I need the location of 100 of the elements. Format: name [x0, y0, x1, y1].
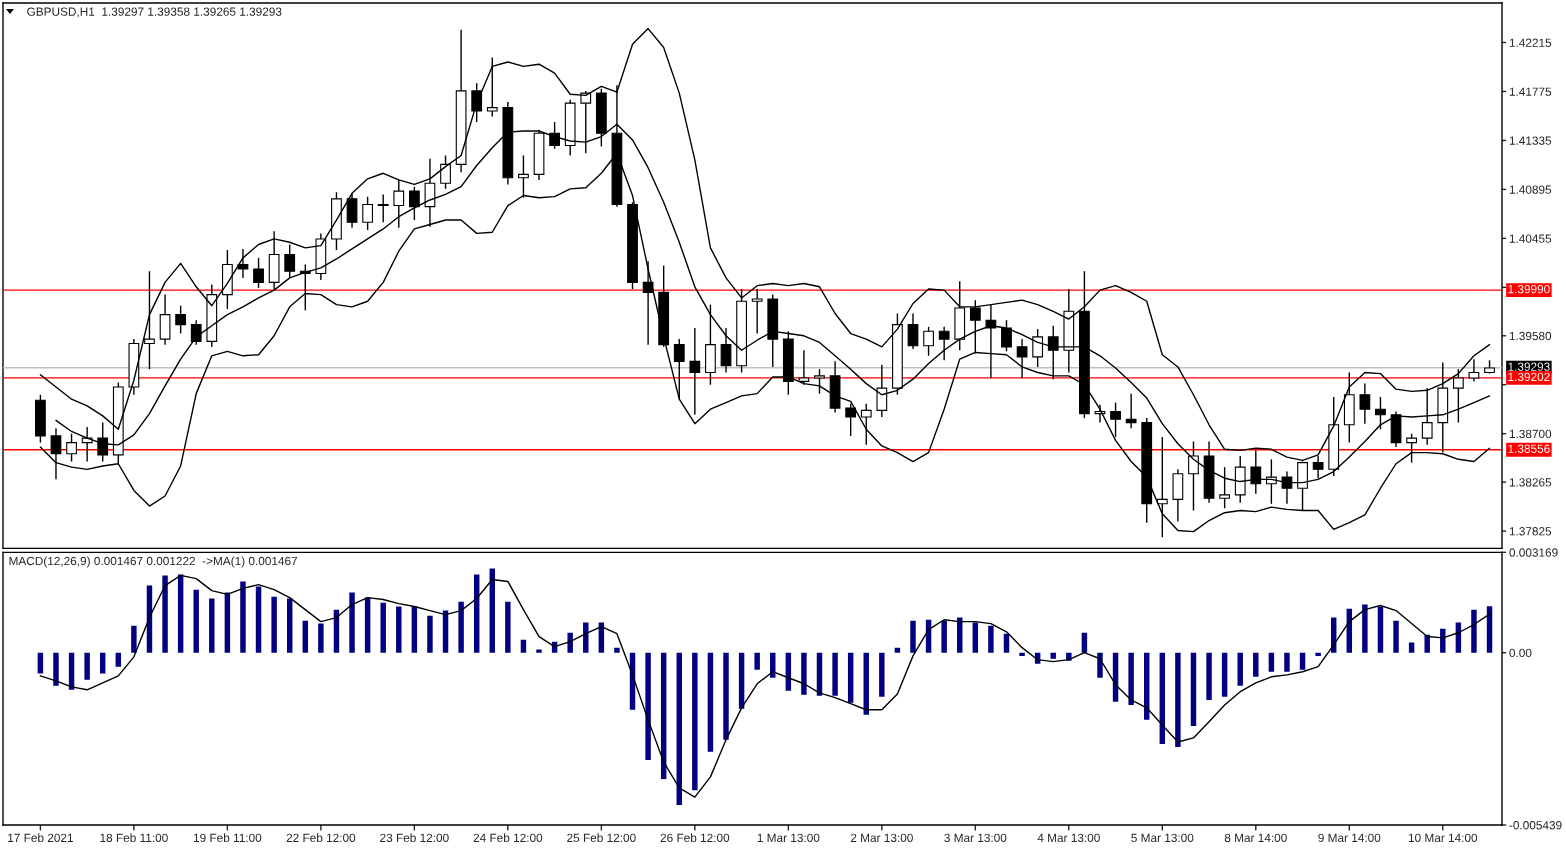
bar — [707, 652, 714, 752]
bar — [1315, 652, 1321, 656]
candlestick — [424, 158, 436, 228]
ref-line-label: 1.39202 — [1508, 372, 1550, 381]
bar — [801, 652, 807, 695]
x-tick-label: 19 Feb 11:00 — [193, 833, 262, 842]
candlestick — [751, 288, 763, 335]
candlestick — [50, 427, 62, 481]
bar — [847, 652, 854, 703]
y-tick-label: 1.40455 — [1509, 234, 1552, 243]
ref-line-label: 1.39990 — [1508, 284, 1550, 294]
candlestick — [1016, 338, 1028, 379]
candlestick — [408, 185, 420, 221]
bar — [1424, 634, 1430, 653]
bar — [614, 647, 620, 653]
bar — [972, 622, 979, 653]
chart-title: MACD(12,26,9) 0.001467 0.001222 ->MA(1) 0.001467 — [9, 556, 298, 568]
bar — [1190, 652, 1197, 726]
y-tick-label: 1.42215 — [1509, 38, 1552, 47]
candlestick — [673, 338, 685, 400]
bar — [832, 652, 838, 696]
candlestick — [346, 192, 358, 229]
candlestick — [969, 299, 981, 355]
bar — [1440, 628, 1446, 653]
bar — [505, 601, 511, 653]
bar — [240, 581, 246, 653]
candlestick — [1110, 401, 1121, 438]
bar — [1486, 606, 1493, 653]
bar — [458, 601, 464, 653]
bar — [489, 568, 496, 653]
bar — [1362, 604, 1368, 653]
bar — [645, 652, 651, 761]
x-tick-label: 9 Mar 14:00 — [1318, 833, 1381, 842]
bar — [100, 652, 106, 674]
bar — [567, 632, 573, 653]
candlestick — [1421, 387, 1433, 446]
x-tick-label: 24 Feb 12:00 — [473, 833, 543, 842]
bar — [396, 606, 402, 653]
candlestick — [1452, 368, 1464, 424]
bar — [1221, 652, 1228, 697]
candlestick — [1468, 358, 1480, 383]
candlestick — [938, 326, 950, 361]
bar — [380, 602, 386, 653]
bar — [37, 652, 44, 674]
candlestick — [393, 179, 405, 229]
x-tick-label: 4 Mar 13:00 — [1037, 833, 1100, 842]
bar — [879, 652, 885, 697]
candlestick — [175, 305, 187, 335]
bar — [1299, 652, 1306, 670]
bar — [1206, 652, 1212, 700]
line-series — [39, 574, 1491, 798]
candlestick — [798, 349, 810, 386]
bar — [193, 589, 199, 653]
candlestick — [814, 368, 825, 395]
bar — [910, 620, 916, 653]
x-tick-label: 26 Feb 12:00 — [660, 833, 730, 842]
x-tick-label: 23 Feb 12:00 — [380, 833, 449, 842]
bar — [1377, 606, 1384, 653]
candlestick — [253, 257, 264, 289]
bar — [1050, 652, 1056, 659]
candlestick — [284, 243, 296, 279]
candlestick — [860, 402, 872, 446]
bar — [131, 625, 137, 653]
bar — [1175, 652, 1181, 748]
x-tick-label: 2 Mar 13:00 — [850, 833, 913, 842]
x-tick-label: 3 Mar 13:00 — [944, 833, 1007, 842]
chart-title: GBPUSD,H1 1.39297 1.39358 1.39265 1.39293 — [27, 7, 282, 18]
ref-line-label: 1.39293 — [1508, 362, 1550, 371]
bar — [271, 596, 277, 653]
bar — [1408, 642, 1415, 653]
bar — [364, 597, 371, 653]
bar — [177, 574, 184, 653]
candlestick — [440, 154, 451, 190]
bar — [411, 606, 418, 653]
bar — [723, 652, 729, 740]
candlestick — [1047, 325, 1059, 380]
candlestick — [845, 402, 857, 437]
candlestick — [144, 270, 155, 370]
bar — [1003, 633, 1010, 653]
y-tick-label: 0.003169 — [1509, 548, 1558, 557]
candlestick — [66, 433, 77, 463]
x-tick-label: 8 Mar 14:00 — [1224, 833, 1287, 842]
candlestick — [876, 364, 888, 418]
bar — [1019, 652, 1025, 656]
bar — [427, 615, 433, 653]
bar — [536, 649, 542, 653]
y-tick-label: 0.00 — [1509, 648, 1532, 658]
y-tick-label: 1.37825 — [1509, 527, 1552, 536]
bar — [692, 652, 698, 791]
bar — [1393, 620, 1399, 653]
candlestick — [923, 326, 934, 357]
bar — [754, 652, 760, 670]
candlestick — [907, 312, 919, 350]
candlestick — [1406, 433, 1418, 464]
bar — [1128, 652, 1134, 705]
x-tick-label: 10 Mar 14:00 — [1408, 833, 1478, 842]
candlestick — [377, 193, 389, 223]
candlestick — [1359, 382, 1371, 425]
bar — [115, 652, 122, 667]
candlestick — [689, 327, 701, 416]
